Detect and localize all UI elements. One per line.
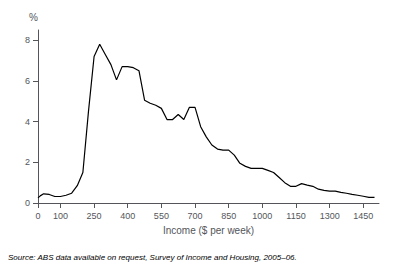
svg-text:550: 550 <box>154 211 169 221</box>
svg-text:0: 0 <box>25 198 30 208</box>
svg-text:Income ($ per week): Income ($ per week) <box>163 225 254 236</box>
svg-text:4: 4 <box>25 117 30 127</box>
svg-text:1000: 1000 <box>252 211 272 221</box>
svg-text:1150: 1150 <box>286 211 305 221</box>
svg-text:0: 0 <box>35 211 40 221</box>
svg-text:700: 700 <box>188 211 203 221</box>
svg-text:2: 2 <box>25 157 30 167</box>
svg-text:6: 6 <box>25 76 30 86</box>
svg-text:850: 850 <box>221 211 236 221</box>
svg-text:1450: 1450 <box>353 211 373 221</box>
svg-text:8: 8 <box>25 35 30 45</box>
svg-text:400: 400 <box>120 211 135 221</box>
svg-text:%: % <box>29 12 38 23</box>
svg-text:Source: ABS data available on: Source: ABS data available on request, S… <box>8 253 297 262</box>
svg-text:100: 100 <box>53 211 68 221</box>
svg-text:1300: 1300 <box>320 211 340 221</box>
svg-text:250: 250 <box>87 211 102 221</box>
